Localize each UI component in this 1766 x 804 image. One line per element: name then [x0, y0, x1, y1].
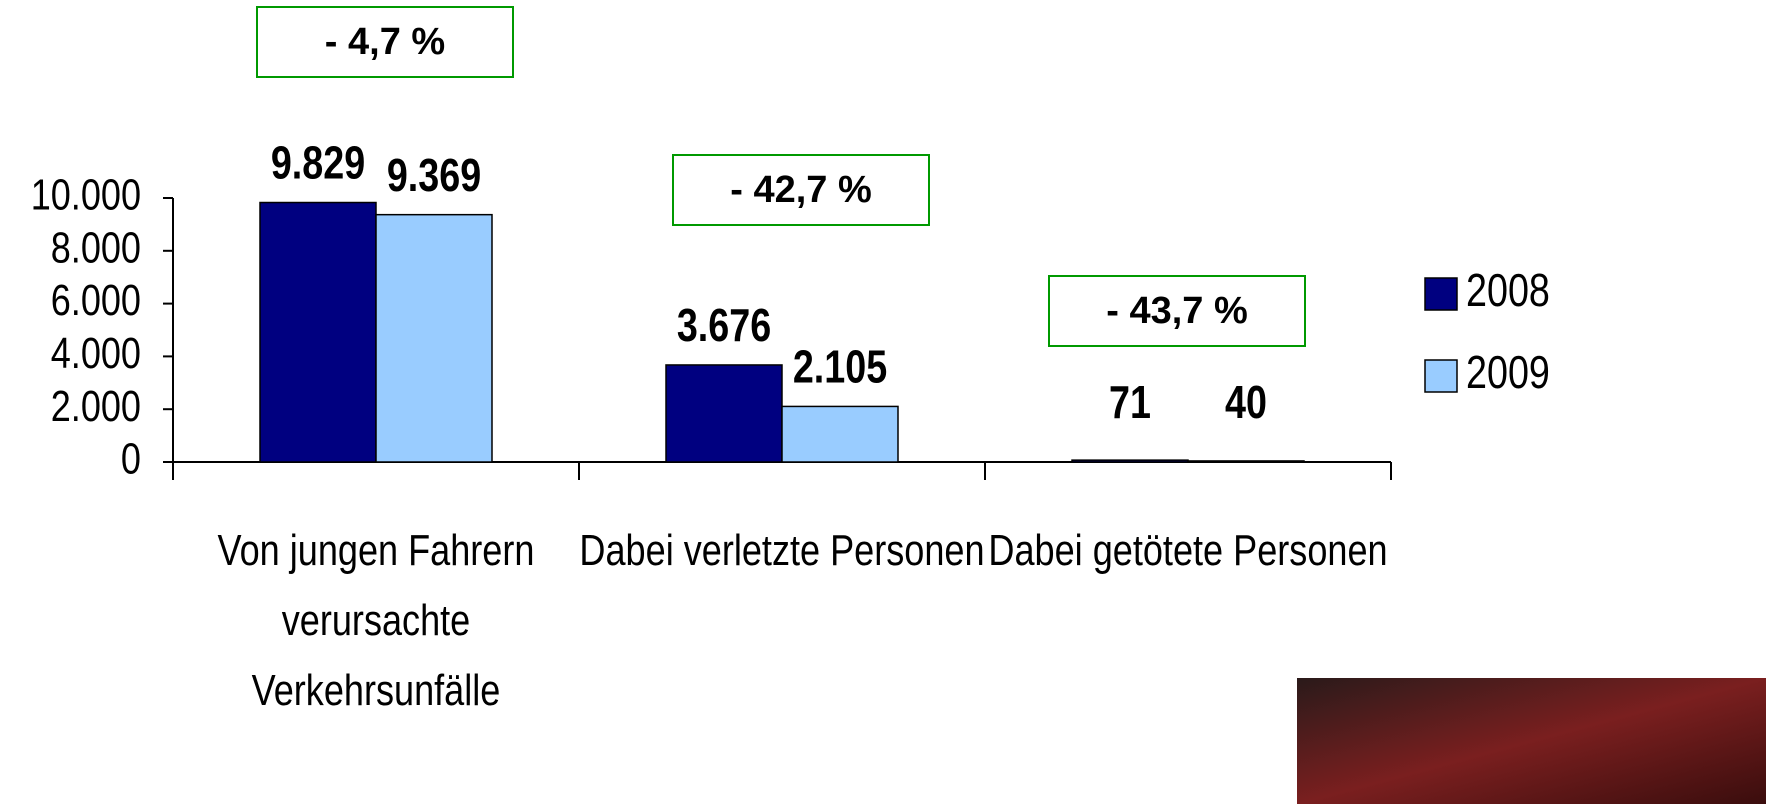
data-label: 3.676 [677, 300, 771, 351]
y-tick-label: 6.000 [51, 276, 141, 325]
legend-label: 2009 [1466, 347, 1550, 398]
bar [781, 405, 899, 463]
data-label: 2.105 [793, 341, 887, 392]
legend-swatch [1424, 277, 1458, 311]
legend-swatch [1424, 359, 1458, 393]
x-tick-label: Dabei getötete Personen [988, 526, 1388, 575]
x-tick-label: Dabei verletzte Personen [579, 526, 985, 575]
data-label: 40 [1225, 377, 1267, 428]
data-label: 9.369 [387, 149, 481, 200]
y-tick-label: 2.000 [51, 381, 141, 430]
legend-label: 2008 [1466, 265, 1550, 316]
annotation-box [256, 6, 514, 78]
annotation-box [1048, 275, 1306, 347]
annotation: - 43,7 % [1106, 290, 1248, 332]
annotation: - 42,7 % [730, 169, 872, 211]
y-tick-label: 10.000 [31, 170, 141, 219]
y-tick-label: 8.000 [51, 223, 141, 272]
annotation: - 4,7 % [325, 21, 445, 63]
bar [1187, 460, 1305, 463]
bar [665, 364, 783, 463]
photo-fragment [1297, 678, 1766, 804]
annotation-box [672, 154, 930, 226]
x-tick-label: Von jungen Fahrern verursachte Verkehrsu… [217, 526, 535, 715]
y-tick-label: 0 [121, 434, 141, 483]
data-label: 71 [1109, 377, 1151, 428]
bar [259, 201, 377, 463]
bar [1071, 459, 1189, 463]
y-tick-label: 4.000 [51, 329, 141, 378]
data-label: 9.829 [271, 137, 365, 188]
bar [375, 213, 493, 463]
